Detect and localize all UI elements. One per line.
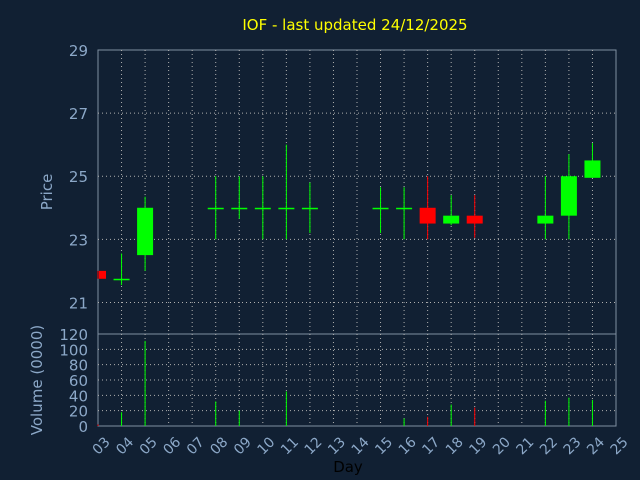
candle-body: [278, 207, 295, 210]
candle-body: [537, 215, 554, 224]
volume-bars: [97, 340, 593, 426]
volume-tick-label: 100: [59, 341, 88, 359]
candle-body: [466, 215, 483, 224]
x-tick-label: 07: [184, 434, 208, 458]
volume-tick-label: 120: [59, 326, 88, 344]
x-tick-label: 15: [372, 434, 396, 458]
volume-tick-label: 60: [69, 372, 88, 390]
price-panel-frame: [97, 49, 617, 335]
x-tick-label: 24: [584, 434, 608, 458]
chart-title: IOF - last updated 24/12/2025: [242, 16, 467, 34]
x-tick-label: 08: [207, 434, 231, 458]
x-tick-label: 14: [349, 434, 373, 458]
candle-body: [419, 207, 436, 224]
candle-body: [137, 207, 154, 256]
x-tick-label: 12: [302, 434, 326, 458]
x-tick-label: 05: [137, 434, 161, 458]
x-axis-label: Day: [333, 458, 363, 476]
candle-body: [301, 207, 318, 210]
price-tick-label: 25: [69, 168, 88, 186]
volume-tick-label: 0: [78, 418, 88, 436]
candle-body: [396, 207, 413, 210]
x-tick-label: 13: [325, 434, 349, 458]
candle-body: [231, 207, 248, 210]
x-tick-label: 06: [160, 434, 184, 458]
x-tick-label: 17: [419, 434, 443, 458]
x-tick-label: 16: [396, 434, 420, 458]
x-tick-label: 04: [113, 434, 137, 458]
price-tick-label: 27: [69, 105, 88, 123]
grid-lines: [98, 50, 616, 426]
candle-body: [372, 207, 389, 210]
x-tick-label: 10: [255, 434, 279, 458]
x-tick-label: 22: [537, 434, 561, 458]
x-tick-label: 25: [608, 434, 632, 458]
x-tick-label: 09: [231, 434, 255, 458]
candle-body: [207, 207, 224, 210]
volume-tick-label: 20: [69, 403, 88, 421]
x-tick-label: 23: [561, 434, 585, 458]
x-tick-label: 20: [490, 434, 514, 458]
candle-body: [584, 160, 601, 178]
candle-body: [113, 278, 130, 281]
price-axis-label: Price: [38, 174, 56, 211]
price-tick-label: 29: [69, 42, 88, 60]
x-tick-label: 21: [514, 434, 538, 458]
x-tick-label: 03: [90, 434, 114, 458]
candle-body: [254, 207, 271, 210]
price-candles: [97, 143, 601, 286]
volume-axis-label: Volume (0000): [28, 325, 46, 435]
volume-tick-label: 40: [69, 387, 88, 405]
candle-body: [99, 270, 106, 279]
x-tick-label: 18: [443, 434, 467, 458]
price-tick-label: 21: [69, 294, 88, 312]
price-tick-label: 23: [69, 231, 88, 249]
candle-body: [443, 215, 460, 224]
volume-tick-label: 80: [69, 357, 88, 375]
x-tick-label: 11: [278, 434, 302, 458]
candle-body: [560, 176, 577, 216]
x-tick-label: 19: [466, 434, 490, 458]
